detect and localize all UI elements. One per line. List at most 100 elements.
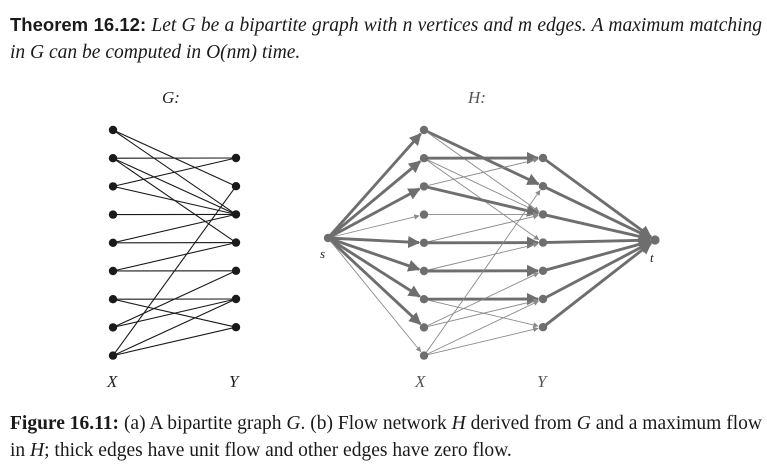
graph-h-y-vertex (538, 294, 548, 304)
theorem-text-6: time. (256, 42, 301, 63)
theorem-math-n: n (402, 15, 413, 36)
theorem-math-o: O (206, 42, 221, 63)
caption-math-h: H (451, 413, 466, 434)
graph-h-source-vertex (323, 233, 333, 243)
graph-h-flow-edge (542, 184, 652, 240)
graph-h-x-vertex (419, 295, 429, 304)
caption-math-h2: H (30, 440, 45, 461)
graph-g-x-vertex (108, 182, 118, 191)
graph-h-edge (423, 129, 540, 212)
graph-g-edge (112, 157, 237, 215)
graph-h-x-vertex (419, 154, 429, 163)
graph-h-edge (423, 189, 541, 356)
graph-h-title: H: (467, 88, 486, 107)
caption-text-3: derived from (465, 413, 577, 434)
graph-h-x-label: X (414, 372, 426, 391)
graph-h-flow-edge (326, 132, 422, 239)
theorem-math-g2: G (30, 42, 45, 63)
graph-g-y-vertex (231, 266, 241, 275)
graph-h-edge (423, 157, 539, 187)
graph-h-edge (327, 237, 422, 353)
graph-h-flow-edge (542, 212, 652, 243)
caption-text-1: (a) A bipartite graph (119, 413, 287, 434)
graph-g-y-vertex (231, 210, 241, 219)
graph-g-edge (112, 157, 237, 187)
graph-h-x-vertex (419, 125, 429, 135)
caption-text-2: . (b) Flow network (300, 413, 452, 434)
graph-g-x-vertex (108, 351, 118, 360)
graph-h-y-vertex (538, 210, 548, 219)
graph-h-flow-edge (542, 156, 652, 239)
caption-label: Figure 16.11: (10, 413, 120, 434)
theorem-text-3: vertices and (412, 15, 519, 36)
graph-h-edge (423, 157, 539, 213)
graph-h-x-vertex (419, 210, 429, 219)
theorem-text-2: be a bipartite graph with (195, 15, 403, 36)
theorem-text-1: Let (151, 15, 182, 36)
graph-g-edge (112, 270, 237, 328)
graph-h-flow-edge (542, 238, 652, 273)
graph-h-flow-edge (327, 236, 422, 326)
graph-g-x-vertex (108, 125, 118, 135)
caption-math-g2: G (576, 413, 591, 434)
graph-g-edges (112, 129, 237, 357)
graph-g-title: G: (162, 88, 180, 107)
graph-g-x-vertex (108, 238, 118, 247)
graph-h-flow-edge (327, 187, 421, 240)
graph-h-x-vertex (419, 323, 429, 332)
graph-h-y-vertex (538, 323, 548, 332)
graph-h-edge (423, 326, 539, 357)
graph-g-edge (112, 298, 237, 328)
graph-h-edges (326, 128, 653, 357)
graph-g-y-vertex (231, 182, 241, 191)
caption-math-g: G (286, 413, 301, 434)
graph-h-flow-edge (327, 236, 421, 272)
graph-g-y-vertex (231, 238, 241, 247)
graph-g-y-label: Y (229, 372, 240, 391)
graph-g-edge (112, 185, 237, 215)
caption-text-5: ; thick edges have unit flow and other e… (44, 440, 512, 461)
graph-h-edge (423, 298, 539, 328)
graph-h-flow-edge (327, 160, 422, 240)
graph-g-x-vertex (108, 154, 118, 163)
graph-g-edge (112, 298, 237, 357)
graph-h-flow-edge (423, 184, 540, 217)
graph-h-sink-label: t (650, 250, 654, 265)
theorem-label: Theorem 16.12: (10, 14, 147, 35)
theorem-math-g: G (181, 15, 196, 36)
graph-h-x-vertex (419, 238, 429, 247)
graph-h-flow-edge (542, 241, 652, 301)
graph-h-x-vertex (419, 351, 429, 360)
graph-h-source-label: s (320, 246, 325, 261)
graph-h-edge (423, 272, 539, 328)
theorem-statement: Theorem 16.12: Let G be a bipartite grap… (10, 11, 762, 66)
graph-g-y-vertex (231, 323, 241, 332)
graph-g-edge (112, 326, 237, 357)
graph-h-x-vertex (419, 266, 429, 276)
graph-h-edge (423, 298, 539, 328)
graph-h-flow-edge (327, 235, 421, 249)
graph-h-x-vertex (419, 182, 429, 191)
graph-h-y-vertex (538, 266, 548, 275)
graph-h-flow-edge (542, 241, 653, 329)
graph-g-x-label: X (106, 372, 118, 391)
graph-h-sink-vertex (650, 235, 660, 245)
graph-g-y-vertex (231, 294, 241, 304)
graph-h-flow-edge (327, 236, 421, 298)
graph-h-flow-edge (542, 234, 652, 247)
graph-h-y-vertex (538, 182, 548, 191)
graph-h-y-label: Y (537, 372, 548, 391)
caption-text-4: and a maximum flow in (10, 413, 762, 461)
graph-h-edge (423, 242, 539, 272)
graph-g-edge (112, 213, 237, 244)
graph-g-x-vertex (108, 323, 118, 332)
theorem-math-nm: (nm) (220, 42, 257, 63)
graph-h-edge (423, 214, 539, 244)
theorem-text-5: can be computed in (44, 42, 207, 63)
theorem-text-4: edges. A maximum matching in (10, 15, 763, 63)
graph-h-y-vertex (538, 238, 548, 247)
graph-g-x-vertex (108, 266, 118, 276)
graph-h-vertices (323, 125, 660, 360)
figure-caption: Figure 16.11: (a) A bipartite graph G. (… (10, 410, 762, 464)
